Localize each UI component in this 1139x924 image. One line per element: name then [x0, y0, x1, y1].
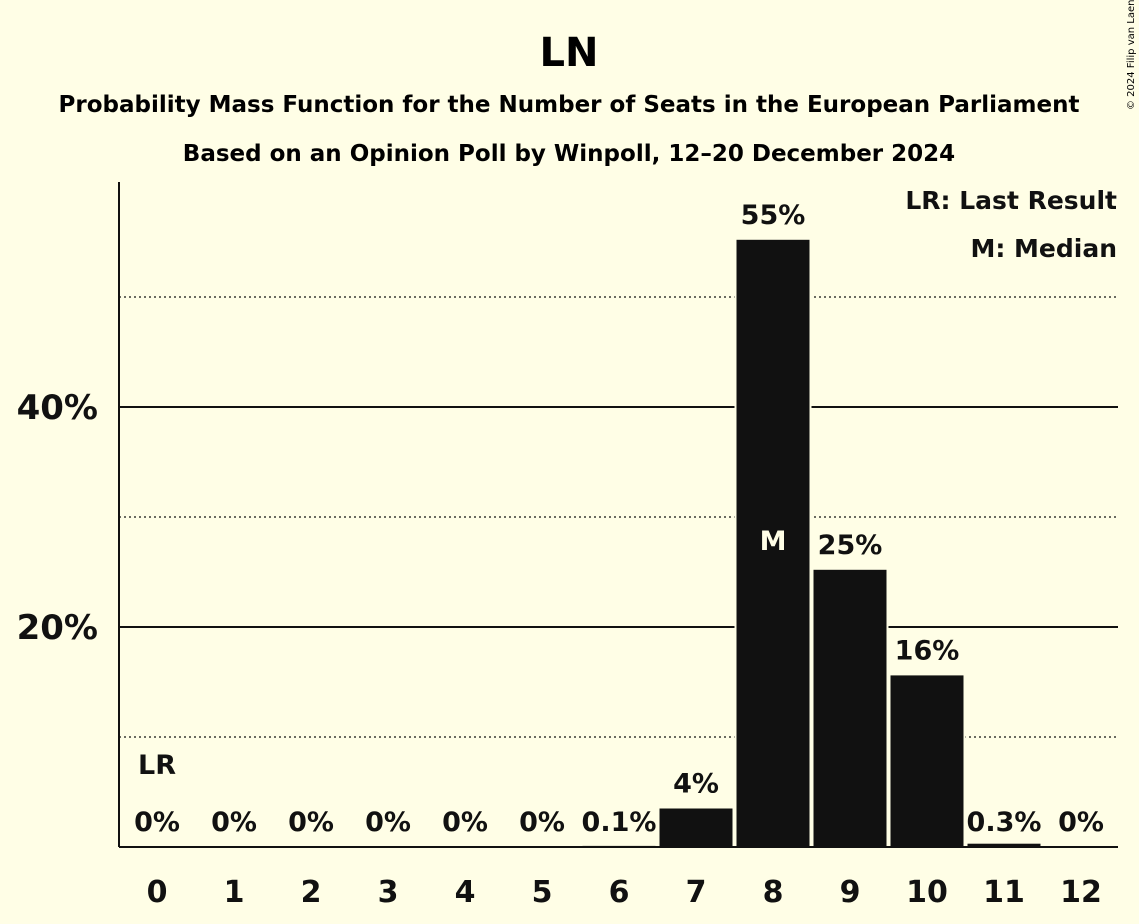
x-tick-label-2: 2 [301, 875, 322, 910]
chart-subtitle: Probability Mass Function for the Number… [59, 92, 1080, 118]
bar-value-label-0: 0% [134, 807, 180, 838]
bar-value-label-10: 16% [895, 635, 960, 666]
legend-entry-0: LR: Last Result [905, 186, 1117, 215]
bar-value-label-12: 0% [1058, 807, 1104, 838]
x-tick-label-8: 8 [763, 875, 784, 910]
bar-value-label-6: 0.1% [582, 807, 657, 838]
bar-value-label-2: 0% [288, 807, 334, 838]
x-tick-label-3: 3 [378, 875, 399, 910]
bar-10 [891, 675, 964, 847]
bars [581, 238, 1043, 847]
x-tick-label-7: 7 [686, 875, 707, 910]
x-tick-label-10: 10 [906, 875, 948, 910]
bar-value-label-8: 55% [741, 200, 806, 231]
x-tick-label-6: 6 [609, 875, 630, 910]
x-tick-label-12: 12 [1060, 875, 1102, 910]
y-tick-label-0: 20% [17, 608, 98, 648]
bar-value-label-1: 0% [211, 807, 257, 838]
x-tick-label-9: 9 [840, 875, 861, 910]
chart-title: LN [540, 30, 599, 76]
bar-7 [660, 809, 733, 848]
bar-value-label-7: 4% [673, 769, 719, 800]
x-tick-label-5: 5 [532, 875, 553, 910]
y-tick-label-1: 40% [17, 388, 98, 428]
bar-value-label-11: 0.3% [967, 807, 1042, 838]
chart-subtitle-source: Based on an Opinion Poll by Winpoll, 12–… [183, 141, 955, 167]
x-tick-label-11: 11 [983, 875, 1025, 910]
bar-value-label-5: 0% [519, 807, 565, 838]
copyright-text: © 2024 Filip van Laenen [1126, 0, 1137, 110]
x-tick-label-4: 4 [455, 875, 476, 910]
bar-value-label-9: 25% [818, 530, 883, 561]
x-tick-label-0: 0 [147, 875, 168, 910]
last-result-marker: LR [138, 750, 176, 781]
bar-9 [814, 570, 887, 847]
gridlines [119, 297, 1118, 737]
legend-entry-1: M: Median [970, 234, 1117, 263]
median-marker: M [760, 526, 787, 557]
bar-value-label-3: 0% [365, 807, 411, 838]
legend: LR: Last Result M: Median [905, 186, 1117, 263]
x-tick-label-1: 1 [224, 875, 245, 910]
bar-value-label-4: 0% [442, 807, 488, 838]
